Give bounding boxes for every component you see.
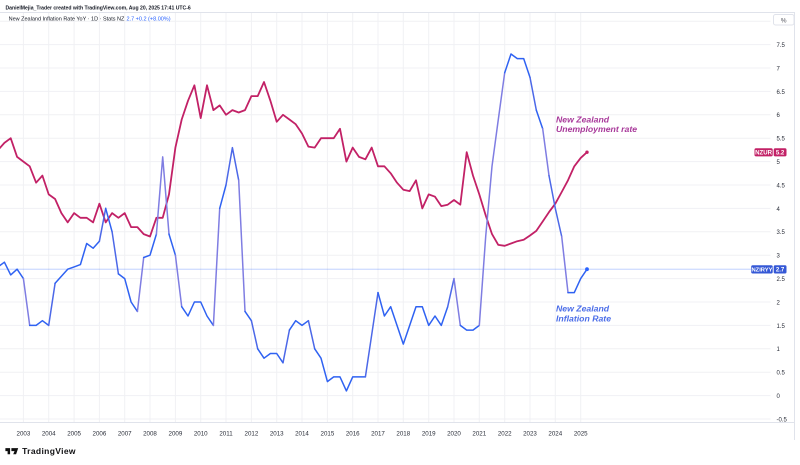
svg-text:2008: 2008 (143, 431, 157, 438)
svg-text:2011: 2011 (219, 431, 233, 438)
svg-text:2022: 2022 (498, 431, 512, 438)
svg-text:5.2: 5.2 (776, 150, 785, 157)
svg-text:0.5: 0.5 (777, 371, 786, 377)
svg-text:New Zealand Inflation Rate YoY: New Zealand Inflation Rate YoY · 1D · St… (9, 16, 125, 22)
svg-text:2012: 2012 (245, 431, 259, 438)
svg-text:2003: 2003 (17, 431, 31, 438)
svg-text:2.5: 2.5 (777, 277, 786, 283)
svg-text:4: 4 (777, 207, 781, 213)
svg-text:5.5: 5.5 (777, 137, 786, 143)
svg-text:2023: 2023 (523, 431, 537, 438)
svg-text:2020: 2020 (447, 431, 461, 438)
svg-text:1.5: 1.5 (777, 324, 786, 330)
svg-text:2010: 2010 (194, 431, 208, 438)
svg-text:6.5: 6.5 (777, 90, 786, 96)
svg-text:1: 1 (777, 347, 781, 353)
svg-text:-0.5: -0.5 (777, 417, 788, 423)
svg-text:4.5: 4.5 (777, 183, 786, 189)
svg-text:3.5: 3.5 (777, 230, 786, 236)
svg-text:2014: 2014 (295, 431, 309, 438)
svg-text:TradingView: TradingView (22, 446, 76, 456)
svg-text:2015: 2015 (321, 431, 335, 438)
svg-text:2025: 2025 (574, 431, 588, 438)
svg-text:5: 5 (777, 160, 781, 166)
svg-text:2013: 2013 (270, 431, 284, 438)
svg-text:2.7: 2.7 (776, 267, 785, 274)
svg-text:2016: 2016 (346, 431, 360, 438)
svg-text:2005: 2005 (67, 431, 81, 438)
svg-text:2006: 2006 (93, 431, 107, 438)
svg-text:2017: 2017 (371, 431, 385, 438)
svg-text:7: 7 (777, 66, 781, 72)
svg-text:2024: 2024 (548, 431, 562, 438)
svg-text:%: % (781, 18, 787, 25)
svg-text:New Zealand: New Zealand (556, 114, 610, 124)
svg-text:2: 2 (777, 300, 781, 306)
svg-text:0: 0 (777, 394, 781, 400)
svg-text:New Zealand: New Zealand (556, 304, 610, 314)
svg-text:2018: 2018 (396, 431, 410, 438)
svg-text:2007: 2007 (118, 431, 132, 438)
svg-text:DanielMejia_Trader created wit: DanielMejia_Trader created with TradingV… (6, 5, 191, 11)
svg-text:Inflation Rate: Inflation Rate (556, 314, 611, 324)
svg-text:2019: 2019 (422, 431, 436, 438)
svg-text:7.5: 7.5 (777, 43, 786, 49)
svg-text:6: 6 (777, 113, 781, 119)
svg-text:2004: 2004 (42, 431, 56, 438)
svg-text:NZIRYY: NZIRYY (751, 268, 772, 274)
svg-text:2021: 2021 (472, 431, 486, 438)
svg-text:2.7 +0.2 (+8.00%): 2.7 +0.2 (+8.00%) (127, 16, 171, 22)
svg-text:3: 3 (777, 254, 781, 260)
svg-text:Unemployment rate: Unemployment rate (556, 124, 637, 134)
svg-text:NZUR: NZUR (755, 150, 773, 157)
svg-text:2009: 2009 (169, 431, 183, 438)
